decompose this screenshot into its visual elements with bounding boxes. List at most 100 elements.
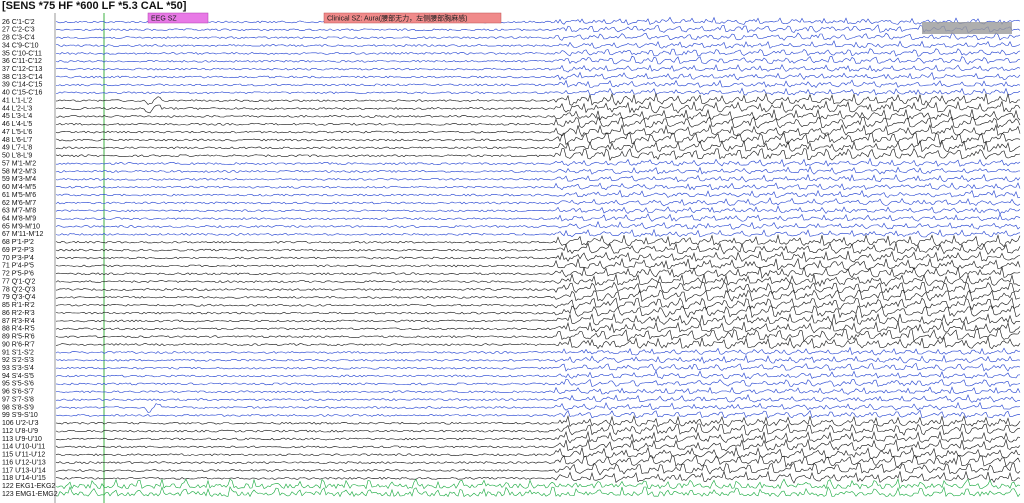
channel-label: 89 R'5-R'6 (2, 334, 35, 341)
channel-label: 26 C'1-C'2 (2, 19, 35, 26)
channel-label: 39 C'14-C'15 (2, 82, 43, 89)
channel-label: 50 L'8-L'9 (2, 153, 32, 160)
channel-label: 45 L'3-L'4 (2, 113, 32, 120)
eeg-trace (55, 320, 1021, 334)
channel-label: 122 EKG1-EKG2 (2, 483, 55, 490)
eeg-trace (55, 234, 1021, 248)
eeg-trace (55, 92, 1021, 106)
eeg-trace (55, 116, 1021, 129)
channel-label: 41 L'1-L'2 (2, 97, 32, 104)
channel-label: 47 L'5-L'6 (2, 129, 32, 136)
channel-label: 37 C'12-C'13 (2, 66, 43, 73)
eeg-trace (55, 446, 1021, 460)
eeg-trace (55, 197, 1021, 207)
eeg-trace (55, 165, 1021, 175)
eeg-trace (55, 147, 1021, 161)
eeg-sz-marker[interactable] (147, 12, 209, 24)
eeg-trace (55, 394, 1020, 403)
eeg-trace (55, 378, 1021, 388)
channel-label: 60 M'4-M'5 (2, 184, 36, 191)
channel-label: 90 R'6-R'7 (2, 341, 35, 348)
eeg-trace (55, 250, 1021, 263)
eeg-trace (55, 470, 1021, 484)
eeg-trace (55, 354, 1021, 364)
eeg-trace (55, 362, 1021, 372)
channel-label: 72 P'5-P'6 (2, 271, 34, 278)
eeg-trace (55, 266, 1021, 279)
eeg-trace (55, 401, 1021, 413)
clinical-sz-marker[interactable] (323, 12, 502, 24)
clinical-sz-label: Clinical SZ: Aura(腰部无力，左侧腰部胸麻感) (327, 13, 467, 22)
eeg-trace (55, 329, 1021, 342)
eeg-trace (55, 478, 1021, 490)
channel-label: 59 M'3-M'4 (2, 176, 36, 183)
channel-label: 115 U'11-U'12 (2, 452, 45, 459)
channel-label: 27 C'2-C'3 (2, 27, 35, 34)
eeg-trace (55, 189, 1021, 199)
eeg-trace (55, 423, 1021, 436)
channel-label: 86 R'2-R'3 (2, 310, 35, 317)
eeg-trace (55, 24, 1021, 33)
channel-label: 28 C'3-C'4 (2, 35, 35, 42)
eeg-trace (55, 273, 1020, 287)
eeg-trace (55, 182, 1021, 191)
channel-label: 91 S'1-S'2 (2, 349, 34, 356)
montage-header: [SENS *75 HF *600 LF *5.3 CAL *50] (2, 0, 187, 12)
eeg-trace (55, 346, 1021, 356)
eeg-sz-label: EEG SZ (151, 15, 177, 22)
channel-label: 48 L'6-L'7 (2, 137, 32, 144)
channel-label: 70 P'3-P'4 (2, 255, 34, 262)
eeg-trace (55, 430, 1021, 444)
channel-label: 38 C'13-C'14 (2, 74, 43, 81)
channel-label: 36 C'11-C'12 (2, 58, 42, 65)
channel-label: 63 M'7-M'8 (2, 208, 36, 215)
eeg-trace (55, 312, 1021, 326)
channel-label: 96 S'6-S'7 (2, 389, 34, 396)
eeg-trace (55, 370, 1021, 380)
eeg-trace (55, 228, 1021, 238)
channel-label: 68 P'1-P'2 (2, 239, 34, 246)
channel-label: 93 S'3-S'4 (2, 365, 34, 372)
eeg-trace (55, 173, 1021, 183)
channel-label: 112 U'8-U'9 (2, 428, 38, 435)
eeg-trace (55, 220, 1021, 230)
eeg-trace (55, 305, 1021, 319)
eeg-trace (55, 409, 1021, 419)
eeg-trace (55, 63, 1021, 73)
eeg-trace (55, 79, 1021, 88)
channel-label: 88 R'4-R'5 (2, 326, 35, 333)
eeg-trace (55, 438, 1021, 452)
eeg-trace (55, 205, 1021, 215)
eeg-trace (55, 48, 1021, 57)
eeg-trace (55, 108, 1021, 121)
eeg-trace (55, 139, 1021, 153)
eeg-trace (55, 132, 1021, 146)
channel-label: 49 L'7-L'8 (2, 145, 32, 152)
channel-label: 77 Q'1-Q'2 (2, 278, 36, 285)
eeg-trace (55, 100, 1021, 114)
eeg-trace (55, 87, 1021, 97)
channel-label: 57 M'1-M'2 (2, 160, 36, 167)
channel-label: 117 U'13-U'14 (2, 467, 46, 474)
channel-label: 123 EMG1-EMG2 (2, 491, 58, 498)
eeg-trace (55, 415, 1021, 428)
eeg-trace (55, 257, 1021, 271)
channel-label: 98 S'8-S'9 (2, 404, 34, 411)
channel-label: 34 C'9-C'10 (2, 42, 39, 49)
eeg-trace (55, 55, 1021, 65)
channel-label: 35 C'10-C'11 (2, 50, 42, 57)
channel-label: 46 L'4-L'5 (2, 121, 32, 128)
eeg-trace (55, 213, 1021, 222)
channel-label: 92 S'2-S'3 (2, 357, 34, 364)
eeg-trace (55, 281, 1021, 295)
channel-labels: 26 C'1-C'227 C'2-C'328 C'3-C'434 C'9-C'1… (2, 19, 58, 498)
eeg-trace (55, 386, 1021, 395)
eeg-trace (55, 16, 1021, 25)
channel-label: 61 M'5-M'6 (2, 192, 36, 199)
eeg-trace (55, 71, 1021, 81)
channel-label: 44 L'2-L'3 (2, 105, 32, 112)
channel-label: 64 M'8-M'9 (2, 215, 36, 222)
channel-label: 78 Q'2-Q'3 (2, 286, 36, 293)
channel-label: 85 R'1-R'2 (2, 302, 35, 309)
